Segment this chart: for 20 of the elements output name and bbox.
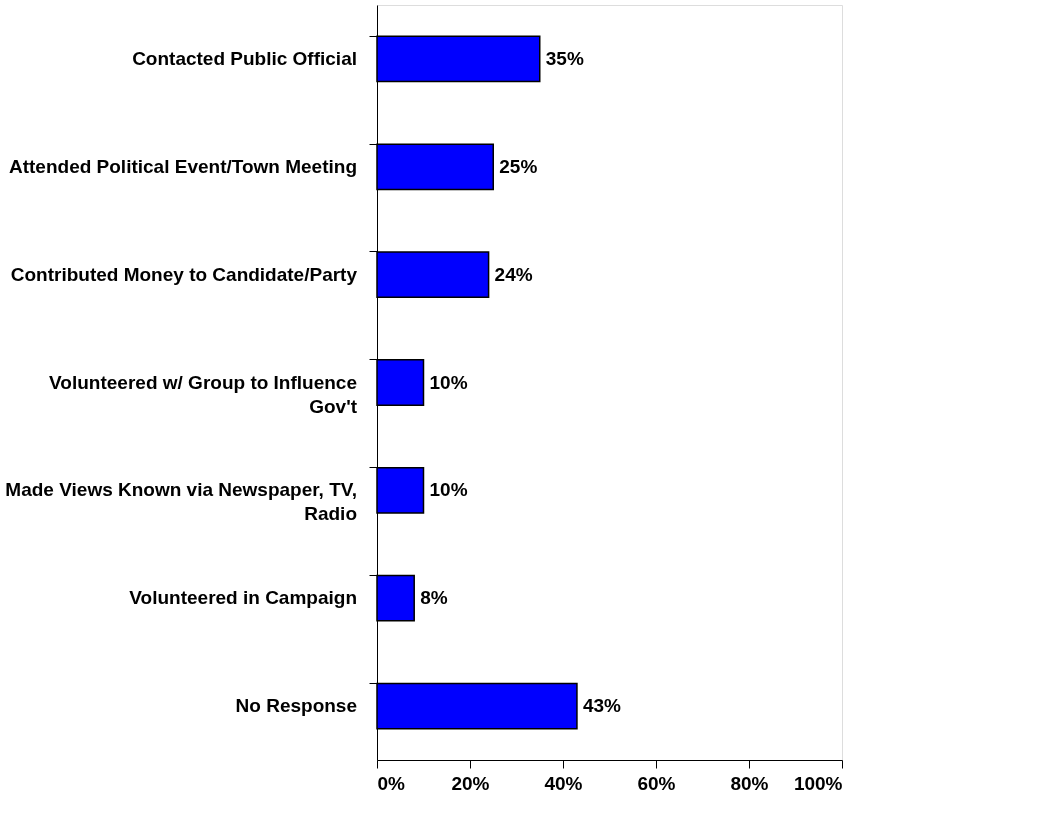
y-tick-label: Contacted Public Official: [132, 47, 357, 69]
data-label: 8%: [420, 587, 448, 609]
y-tick-label: Volunteered in Campaign: [129, 587, 357, 609]
data-label: 10%: [429, 479, 468, 501]
y-tick-label: Contributed Money to Candidate/Party: [10, 263, 358, 285]
x-tick-label: 100%: [793, 772, 843, 794]
data-label: 25%: [499, 155, 538, 177]
x-tick-label: 20%: [451, 772, 490, 794]
data-label: 24%: [494, 263, 533, 285]
x-tick-label: 60%: [637, 772, 676, 794]
x-tick-label: 40%: [544, 772, 583, 794]
y-tick-label: Volunteered w/ Group to Influence Gov't: [49, 371, 358, 417]
y-tick-label: No Response: [235, 695, 357, 717]
x-tick-label: 0%: [377, 772, 406, 794]
x-tick-label: 80%: [730, 772, 769, 794]
data-label: 35%: [545, 47, 584, 69]
y-tick-label: Attended Political Event/Town Meeting: [8, 155, 357, 177]
data-label: 43%: [582, 695, 622, 717]
y-tick-label: Made Views Known via Newspaper, TV, Radio: [5, 479, 357, 525]
data-label: 10%: [429, 371, 468, 393]
